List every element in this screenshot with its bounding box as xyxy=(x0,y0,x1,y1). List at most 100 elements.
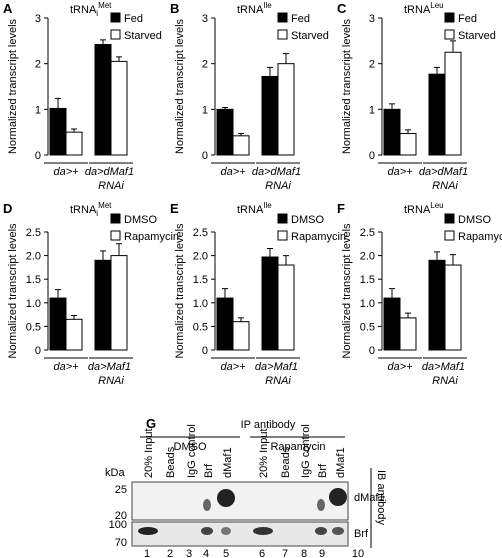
y-tick-label: 2.0 xyxy=(26,251,41,263)
y-axis-label: Normalized transcript levels xyxy=(174,18,186,154)
bar xyxy=(383,108,401,156)
error-bar xyxy=(450,254,456,266)
lane-number: 4 xyxy=(203,548,209,558)
panel-letter: D xyxy=(3,201,12,216)
error-bar xyxy=(405,312,411,318)
legend-swatch xyxy=(110,29,121,40)
blot-lower xyxy=(131,521,349,547)
error-bar xyxy=(389,103,395,110)
x-tick-label: da>+ xyxy=(220,166,246,178)
group-label: DMSO xyxy=(174,441,207,453)
y-tick-label: 2.0 xyxy=(360,251,375,263)
bar xyxy=(383,297,401,351)
bar xyxy=(428,73,446,156)
x-tick-label: da>+ xyxy=(53,166,79,178)
lane-label: IgG control xyxy=(300,424,312,478)
marker: 70 xyxy=(115,537,127,549)
legend-swatch xyxy=(110,230,121,241)
y-tick-label: 0 xyxy=(35,345,41,357)
legend-swatch xyxy=(444,29,455,40)
bar xyxy=(444,264,462,351)
band xyxy=(203,499,211,511)
band xyxy=(332,527,344,535)
y-tick-label: 0.5 xyxy=(26,321,41,333)
x-tick-label: da>+ xyxy=(53,361,79,373)
error-bar xyxy=(55,289,61,299)
y-tick-label: 2 xyxy=(369,59,375,71)
lane-number: 9 xyxy=(319,548,325,558)
legend-label: DMSO xyxy=(458,214,491,226)
error-bar xyxy=(434,251,440,261)
band xyxy=(329,488,347,506)
legend-label: Fed xyxy=(458,13,477,25)
legend-label: Rapamycin xyxy=(124,231,179,243)
y-axis-label: Normalized transcript levels xyxy=(174,223,186,359)
panel-letter: A xyxy=(3,1,13,16)
y-tick-label: 1.5 xyxy=(26,274,41,286)
title-main: tRNA xyxy=(70,204,97,216)
y-tick-label: 1.5 xyxy=(360,274,375,286)
error-bar xyxy=(389,288,395,299)
lane-label: Beads xyxy=(165,446,177,478)
error-bar xyxy=(116,56,122,62)
y-tick-label: 2.0 xyxy=(193,251,208,263)
bar xyxy=(65,131,83,156)
title-sup: Leu xyxy=(430,201,443,210)
lane-number: 5 xyxy=(223,548,229,558)
bar xyxy=(277,63,295,156)
y-tick-label: 1.0 xyxy=(26,298,41,310)
y-axis-label: Normalized transcript levels xyxy=(7,223,19,359)
chart-title: tRNAiMet xyxy=(70,201,112,218)
panel-letter: B xyxy=(170,1,179,16)
y-tick-label: 0 xyxy=(202,150,208,162)
bar xyxy=(399,317,417,351)
chart-title: tRNAIle xyxy=(237,1,272,16)
lane-number: 3 xyxy=(186,548,192,558)
error-bar xyxy=(434,66,440,75)
unit: kDa xyxy=(105,467,125,479)
bar xyxy=(399,133,417,156)
y-axis-label: Normalized transcript levels xyxy=(7,18,19,154)
legend-swatch xyxy=(444,230,455,241)
y-tick-label: 0 xyxy=(369,150,375,162)
title-main: tRNA xyxy=(237,4,264,16)
legend-swatch xyxy=(277,12,288,23)
error-bar xyxy=(283,53,289,64)
lane-label: dMaf1 xyxy=(335,447,347,478)
y-tick-label: 2.5 xyxy=(193,227,208,239)
lane-label: IgG control xyxy=(186,424,198,478)
band xyxy=(217,489,235,507)
y-tick-label: 2.5 xyxy=(26,227,41,239)
bar xyxy=(444,51,462,156)
legend-label: Starved xyxy=(124,30,162,42)
chart-title: tRNAIle xyxy=(237,201,272,216)
error-bar xyxy=(405,129,411,134)
band xyxy=(201,527,213,535)
bar xyxy=(261,256,279,351)
y-tick-label: 3 xyxy=(369,13,375,25)
y-tick-label: 0.5 xyxy=(360,321,375,333)
y-tick-label: 1 xyxy=(369,104,375,116)
title-main: tRNA xyxy=(237,204,264,216)
band xyxy=(315,527,327,535)
chart-title: tRNALeu xyxy=(404,1,444,16)
group-label: Rapamycin xyxy=(270,441,325,453)
legend-swatch xyxy=(444,213,455,224)
bar xyxy=(232,321,250,351)
title-sup: Leu xyxy=(430,1,443,10)
error-bar xyxy=(283,255,289,266)
legend-label: Fed xyxy=(291,13,310,25)
lane-number: 10 xyxy=(352,548,364,558)
lane-label: Beads xyxy=(280,446,292,478)
x-tick-label: da>dMaf1 RNAi xyxy=(419,166,471,192)
y-tick-label: 1.0 xyxy=(193,298,208,310)
band xyxy=(221,527,231,535)
title-main: tRNA xyxy=(70,4,97,16)
legend-label: DMSO xyxy=(291,214,324,226)
x-tick-label: da>+ xyxy=(220,361,246,373)
x-tick-label: da>Maf1 RNAi xyxy=(88,361,134,387)
lane-number: 1 xyxy=(144,548,150,558)
bar xyxy=(49,107,67,156)
chart-title: tRNALeu xyxy=(404,201,444,216)
